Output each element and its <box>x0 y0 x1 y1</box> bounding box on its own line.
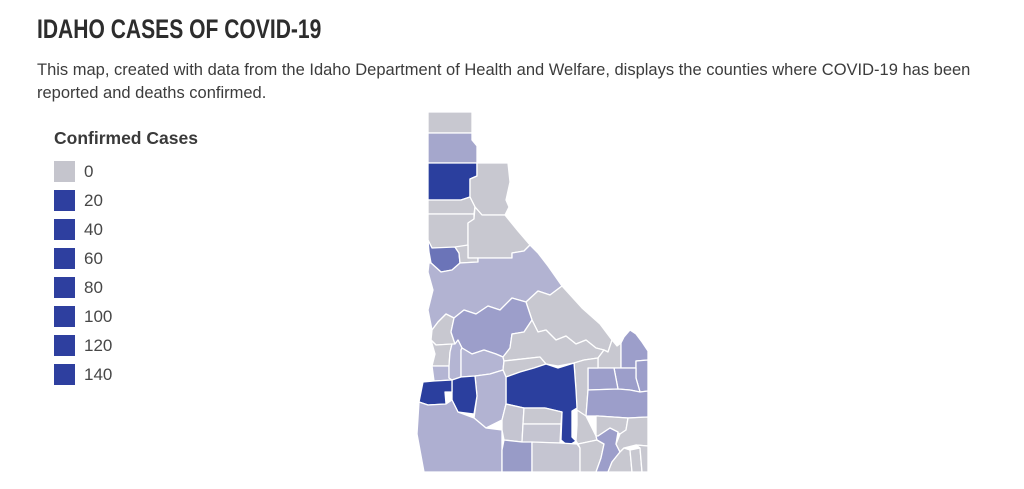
legend-title: Confirmed Cases <box>54 128 198 148</box>
county-clearwater[interactable]: Clearwater <box>467 206 531 259</box>
legend-swatch <box>54 277 75 298</box>
legend-label: 80 <box>84 277 103 297</box>
legend: Confirmed Cases 0 20 40 60 80 100 120 140 <box>54 128 198 393</box>
legend-swatch <box>54 219 75 240</box>
county-benewah[interactable]: Benewah <box>427 196 476 215</box>
legend-item: 80 <box>54 277 198 298</box>
legend-swatch <box>54 335 75 356</box>
county-cassia[interactable]: Cassia <box>531 441 581 473</box>
legend-swatch <box>54 364 75 385</box>
legend-items: 0 20 40 60 80 100 120 140 <box>54 161 198 385</box>
page-description: This map, created with data from the Ida… <box>37 61 971 103</box>
legend-item: 20 <box>54 190 198 211</box>
legend-label: 140 <box>84 364 113 384</box>
county-ada[interactable]: Ada <box>451 375 478 415</box>
legend-swatch <box>54 161 75 182</box>
county-bear-lake[interactable]: Bear Lake <box>635 444 649 473</box>
county-bonner[interactable]: Bonner <box>427 132 478 164</box>
legend-label: 40 <box>84 219 103 239</box>
county-jerome[interactable]: Jerome <box>521 423 562 444</box>
legend-swatch <box>54 190 75 211</box>
legend-swatch <box>54 248 75 269</box>
legend-item: 0 <box>54 161 198 182</box>
county-bonneville[interactable]: Bonneville <box>585 388 649 419</box>
legend-label: 0 <box>84 161 94 181</box>
county-gem[interactable]: Gem <box>448 339 463 381</box>
legend-item: 40 <box>54 219 198 240</box>
legend-label: 100 <box>84 306 113 326</box>
county-latah[interactable]: Latah <box>427 213 475 249</box>
county-elmore[interactable]: Elmore <box>473 369 507 429</box>
header: IDAHO CASES OF COVID-19 This map, create… <box>37 14 992 106</box>
county-jefferson[interactable]: Jefferson <box>587 367 619 391</box>
legend-item: 140 <box>54 364 198 385</box>
county-owyhee[interactable]: Owyhee <box>416 399 503 473</box>
legend-swatch <box>54 306 75 327</box>
county-twin-falls[interactable]: Twin Falls <box>501 439 533 473</box>
county-canyon[interactable]: Canyon <box>418 379 453 406</box>
county-boundary[interactable]: Boundary <box>427 111 473 134</box>
legend-label: 20 <box>84 190 103 210</box>
legend-item: 100 <box>54 306 198 327</box>
legend-item: 120 <box>54 335 198 356</box>
page-title: IDAHO CASES OF COVID-19 <box>37 14 322 44</box>
county-lincoln[interactable]: Lincoln <box>522 407 563 425</box>
county-gooding[interactable]: Gooding <box>501 403 525 443</box>
legend-item: 60 <box>54 248 198 269</box>
legend-label: 120 <box>84 335 113 355</box>
legend-label: 60 <box>84 248 103 268</box>
